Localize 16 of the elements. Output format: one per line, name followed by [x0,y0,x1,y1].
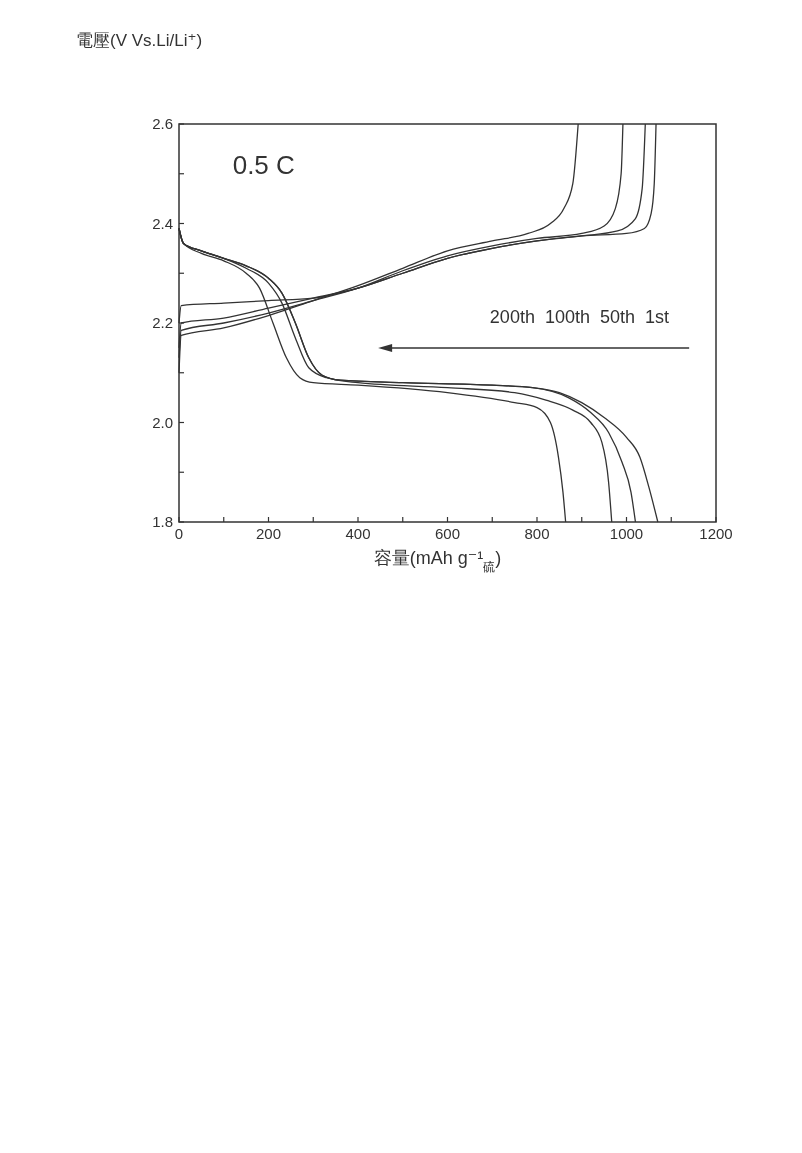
x-tick-label: 1000 [609,525,644,542]
x-axis-title: 容量(mAh g⁻¹$_{硫}$) [373,548,502,573]
annotation: 0.5 C [232,149,295,180]
x-tick-label: 400 [345,525,371,542]
x-tick-label: 1200 [699,525,733,542]
y-axis-title: 電壓(V Vs.Li/Li⁺) [76,31,203,50]
x-tick-label: 0 [174,525,184,542]
y-tick-label: 2.2 [152,314,173,331]
y-tick-label: 2.6 [152,115,173,132]
annotation: 200th 100th 50th 1st [489,307,670,327]
y-tick-label: 2.4 [152,214,173,232]
x-tick-label: 200 [255,525,282,542]
x-tick-label: 600 [434,525,461,542]
y-tick-label: 1.8 [152,513,173,530]
x-tick-label: 800 [524,525,550,542]
y-tick-label: 2.0 [152,413,173,431]
